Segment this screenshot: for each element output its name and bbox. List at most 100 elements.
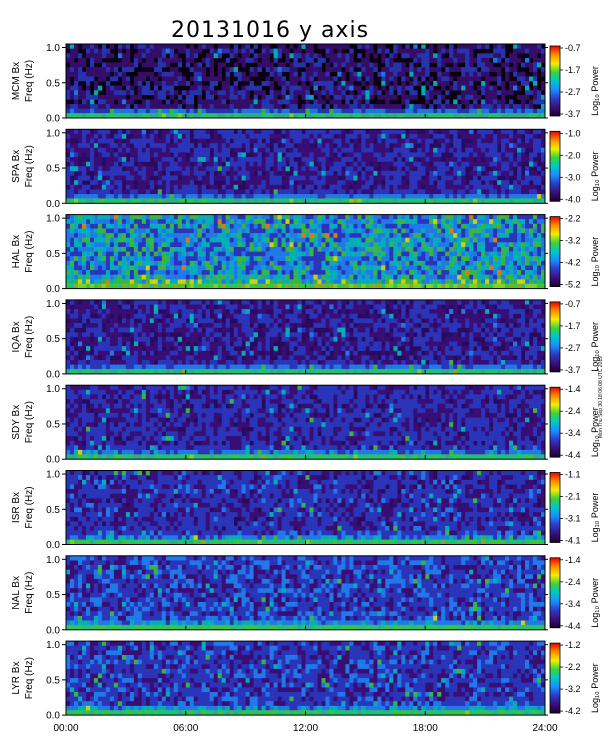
- spectrogram-cell: [389, 251, 394, 257]
- spectrogram-cell: [209, 214, 214, 220]
- spectrogram-cell: [289, 274, 294, 280]
- spectrogram-cell: [265, 184, 270, 190]
- spectrogram-cell: [125, 189, 131, 195]
- spectrogram-cell: [141, 99, 147, 105]
- spectrogram-cell: [265, 247, 270, 252]
- spectrogram-cell: [157, 62, 163, 68]
- spectrogram-cell: [249, 237, 254, 243]
- spectrogram-cell: [469, 44, 474, 49]
- spectrogram-cell: [317, 242, 322, 248]
- spectrogram-cell: [277, 166, 282, 172]
- spectrogram-cell: [297, 133, 302, 139]
- spectrogram-cell: [461, 279, 466, 285]
- spectrogram-cell: [305, 99, 310, 105]
- spectrogram-cell: [313, 108, 318, 114]
- spectrogram-cell: [457, 256, 462, 262]
- spectrogram-cell: [125, 194, 131, 199]
- spectrogram-cell: [361, 62, 366, 68]
- spectrogram-cell: [185, 53, 191, 59]
- spectrogram-cell: [86, 138, 91, 144]
- spectrogram-cell: [209, 104, 214, 109]
- spectrogram-cell: [493, 219, 498, 225]
- spectrogram-cell: [82, 161, 87, 167]
- spectrogram-cell: [70, 157, 75, 162]
- spectrogram-cell: [313, 247, 318, 252]
- spectrogram-cell: [197, 138, 202, 144]
- spectrogram-cell: [413, 251, 418, 257]
- spectrogram-cell: [381, 143, 386, 149]
- spectrogram-cell: [117, 143, 123, 149]
- spectrogram-cell: [377, 242, 382, 248]
- spectrogram-cell: [425, 180, 430, 186]
- spectrogram-cell: [405, 223, 410, 229]
- spectrogram-cell: [197, 166, 202, 172]
- spectrogram-cell: [517, 71, 522, 77]
- spectrogram-cell: [437, 265, 442, 271]
- spectrogram-cell: [185, 147, 191, 153]
- spectrogram-cell: [93, 270, 99, 275]
- spectrogram-cell: [525, 228, 530, 234]
- spectrogram-cell: [357, 194, 362, 199]
- spectrogram-cell: [381, 265, 386, 271]
- spectrogram-cell: [173, 265, 179, 271]
- spectrogram-cell: [473, 104, 478, 109]
- spectrogram-cell: [429, 152, 434, 158]
- spectrogram-cell: [169, 94, 175, 100]
- spectrogram-cell: [269, 265, 274, 271]
- spectrogram-cell: [253, 152, 258, 158]
- spectrogram-cell: [489, 53, 494, 59]
- spectrogram-cell: [541, 57, 546, 63]
- spectrogram-cell: [217, 90, 222, 96]
- spectrogram-cell: [297, 270, 302, 275]
- spectrogram-cell: [257, 242, 262, 248]
- spectrogram-cell: [165, 133, 171, 139]
- spectrogram-cell: [93, 133, 99, 139]
- spectrogram-cell: [105, 67, 111, 72]
- spectrogram-cell: [317, 76, 322, 82]
- spectrogram-cell: [445, 133, 450, 139]
- spectrogram-cell: [317, 133, 322, 139]
- spectrogram-cell: [333, 108, 338, 114]
- spectrogram-cell: [273, 152, 278, 158]
- spectrogram-cell: [221, 108, 226, 114]
- spectrogram-cell: [321, 256, 326, 262]
- spectrogram-cell: [217, 147, 222, 153]
- spectrogram-cell: [445, 48, 450, 54]
- spectrogram-cell: [197, 214, 202, 220]
- spectrogram-cell: [369, 180, 374, 186]
- spectrogram-cell: [465, 194, 470, 199]
- spectrogram-cell: [357, 99, 362, 105]
- spectrogram-cell: [541, 143, 546, 149]
- spectrogram-cell: [293, 53, 298, 59]
- spectrogram-cell: [341, 247, 346, 252]
- spectrogram-cell: [165, 157, 171, 162]
- spectrogram-cell: [193, 260, 198, 266]
- spectrogram-cell: [309, 184, 314, 190]
- spectrogram-cell: [517, 214, 522, 220]
- spectrogram-cell: [509, 147, 514, 153]
- spectrogram-cell: [173, 247, 179, 252]
- spectrogram-cell: [281, 270, 286, 275]
- spectrogram-cell: [489, 133, 494, 139]
- spectrogram-cell: [421, 274, 426, 280]
- spectrogram-cell: [249, 219, 254, 225]
- spectrogram-cell: [117, 270, 123, 275]
- spectrogram-cell: [301, 219, 306, 225]
- spectrogram-cell: [313, 71, 318, 77]
- spectrogram-cell: [445, 71, 450, 77]
- spectrogram-cell: [201, 157, 206, 162]
- spectrogram-cell: [78, 143, 83, 149]
- spectrogram-cell: [101, 108, 107, 114]
- spectrogram-cell: [349, 133, 354, 139]
- spectrogram-cell: [341, 129, 346, 135]
- spectrogram-cell: [101, 251, 107, 257]
- spectrogram-cell: [341, 233, 346, 238]
- spectrogram-cell: [70, 194, 75, 199]
- spectrogram-cell: [185, 247, 191, 252]
- spectrogram-cell: [329, 44, 334, 49]
- spectrogram-cell: [329, 237, 334, 243]
- spectrogram-cell: [501, 260, 506, 266]
- spectrogram-cell: [249, 81, 254, 86]
- spectrogram-cell: [145, 256, 151, 262]
- spectrogram-cell: [485, 251, 490, 257]
